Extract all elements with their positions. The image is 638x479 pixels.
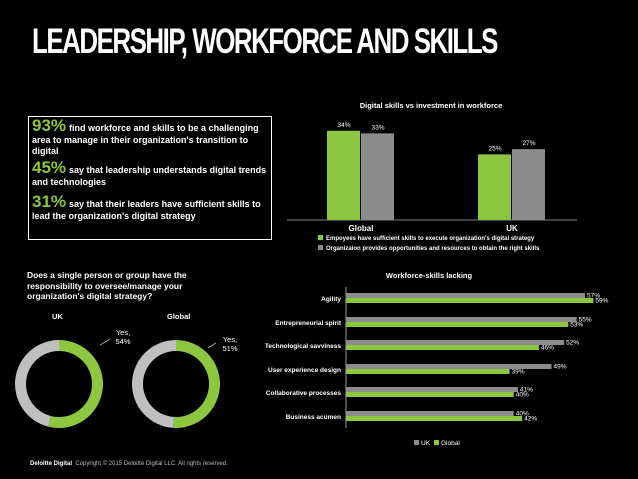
donut-slice-yes [173, 340, 220, 428]
bar-label: 53% [570, 322, 583, 329]
legend-label: UK [421, 440, 431, 447]
bar [346, 293, 586, 298]
bar [346, 411, 514, 416]
bar-label: 40% [516, 392, 529, 399]
stats-box: 93% find workforce and skills to be a cha… [28, 116, 272, 240]
donut-slice-yes [48, 340, 104, 428]
donut-title-uk: UK [52, 312, 63, 321]
bar [346, 364, 552, 369]
page-title: LEADERSHIP, WORKFORCE AND SKILLS [32, 22, 498, 61]
bar-label: 57% [587, 293, 600, 300]
bar [346, 416, 523, 421]
bar-label: 41% [520, 387, 533, 394]
category-label: Business acumen [286, 414, 341, 421]
bar [512, 149, 545, 220]
category-label: User experience design [268, 367, 341, 374]
bar [327, 130, 360, 220]
bar [346, 317, 577, 322]
footer: Deloitte Digital Copyright © 2015 Deloit… [30, 461, 228, 467]
chart-title: Workforce-skills lacking [386, 271, 473, 280]
footer-brand: Deloitte Digital [30, 461, 73, 467]
legend-label: Organizaion provides opportunities and r… [326, 246, 540, 252]
stat-text: say that leadership understands digital … [32, 165, 267, 187]
category-label: UK [506, 224, 518, 233]
bar [478, 154, 511, 220]
category-label: Technological savviness [265, 343, 341, 350]
stat-text: find workforce and skills to be a challe… [32, 123, 259, 156]
bar-label: 25% [488, 145, 501, 152]
bar [346, 387, 518, 392]
stat-item: 31% say that their leaders have sufficien… [32, 193, 272, 222]
leader-line [99, 338, 111, 346]
donut-question: Does a single person or group have the r… [27, 270, 187, 301]
donut-yes-label-uk: Yes, 54% [115, 328, 131, 346]
bar-label: 27% [522, 140, 535, 147]
stat-item: 45% say that leadership understands digit… [32, 159, 272, 188]
bar-label: 46% [541, 345, 554, 352]
bar-label: 39% [512, 369, 525, 376]
legend-swatch [318, 235, 323, 240]
bar-label: 49% [553, 364, 566, 371]
footer-copyright: Copyright © 2015 Deloitte Digital LLC. A… [75, 461, 228, 467]
bar [346, 369, 510, 374]
chart-title: Digital skills vs investment in workforc… [360, 101, 503, 110]
bar [346, 322, 569, 327]
donut-slice-no [15, 340, 59, 427]
bar-label: 34% [337, 122, 350, 129]
bar-label: 52% [566, 340, 579, 347]
bar-label: 33% [371, 124, 384, 131]
donut-yes-label-global: Yes, 51% [222, 335, 238, 353]
stat-percentage: 45% [32, 158, 67, 177]
legend-label: Global [441, 440, 460, 447]
stat-text: say that their leaders have sufficient s… [32, 199, 261, 221]
legend-swatch [414, 440, 419, 445]
bar [346, 345, 539, 350]
bar-label: 59% [595, 298, 608, 305]
legend-label: Empoyees have sufficient skills to execu… [326, 236, 535, 242]
legend-swatch [318, 245, 323, 250]
donut-title-global: Global [167, 312, 191, 321]
category-label: Entrepreneurial spirit [275, 320, 342, 327]
leader-line [207, 342, 217, 349]
donut-slice-no [131, 340, 176, 428]
bar-label: 42% [524, 416, 537, 423]
bar [346, 340, 565, 345]
bar [361, 133, 394, 220]
bar-label: 55% [579, 317, 592, 324]
category-label: Collaborative processes [266, 390, 342, 397]
category-label: Agility [321, 296, 341, 303]
category-label: Global [349, 224, 374, 233]
bar [346, 298, 594, 303]
legend-swatch [434, 440, 439, 445]
stat-percentage: 31% [32, 192, 67, 211]
bar [346, 392, 514, 397]
stat-item: 93% find workforce and skills to be a cha… [32, 117, 272, 158]
stat-percentage: 93% [32, 116, 67, 135]
bar-label: 40% [516, 411, 529, 418]
